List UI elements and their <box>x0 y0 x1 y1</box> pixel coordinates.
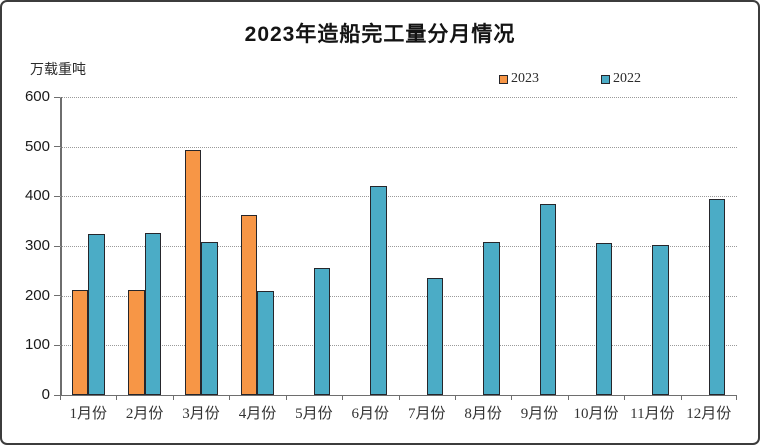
category-label-m6: 6月份 <box>351 406 390 422</box>
category-label-m7: 7月份 <box>407 406 446 422</box>
x-axis-tick-1 <box>116 395 118 400</box>
legend-item-2022: 2022 <box>601 71 641 87</box>
chart-title: 2023年造船完工量分月情况 <box>244 23 516 46</box>
category-label-m5: 5月份 <box>295 406 333 422</box>
category-label-m4: 4月份 <box>238 406 277 422</box>
y-axis-tick-400 <box>54 195 60 197</box>
y-axis-tick-label-0: 0 <box>41 386 50 403</box>
x-axis-tick-3 <box>229 395 231 400</box>
y-axis-tick-label-300: 300 <box>24 237 50 254</box>
bar-2023-m3 <box>184 150 202 395</box>
legend-swatch-2022 <box>601 74 610 84</box>
y-axis-tick-600 <box>54 96 60 98</box>
y-axis-tick-label-500: 500 <box>24 137 50 155</box>
x-axis-tick-6 <box>398 395 400 400</box>
x-axis-tick-2 <box>172 395 174 400</box>
legend-label-2022: 2022 <box>613 71 641 86</box>
legend: 2023 2022 <box>499 71 641 87</box>
bar-2022-m6 <box>370 186 387 395</box>
legend-swatch-2023 <box>499 74 508 84</box>
x-axis-tick-10 <box>624 395 626 400</box>
bar-2022-m5 <box>313 268 331 395</box>
bar-2022-m1 <box>88 233 105 395</box>
category-label-m3: 3月份 <box>182 406 220 422</box>
y-axis-tick-label-100: 100 <box>24 336 50 354</box>
bar-2022-m3 <box>201 242 218 395</box>
category-label-m1: 1月份 <box>69 406 107 422</box>
bar-2022-m9 <box>539 203 557 395</box>
gridline-200 <box>60 295 737 297</box>
gridline-500 <box>60 146 737 148</box>
y-axis-tick-200 <box>54 295 60 297</box>
legend-label-2023: 2023 <box>511 71 539 86</box>
x-axis-tick-11 <box>680 395 682 400</box>
bar-2022-m4 <box>257 290 274 395</box>
y-axis-tick-500 <box>54 146 60 148</box>
x-axis-tick-9 <box>567 395 569 400</box>
x-axis-tick-12 <box>736 395 737 400</box>
bar-2022-m8 <box>483 242 500 395</box>
y-axis-tick-0 <box>54 394 60 396</box>
category-label-m2: 2月份 <box>125 406 164 422</box>
gridline-100 <box>60 345 737 347</box>
y-axis-tick-100 <box>54 344 60 346</box>
legend-item-2023: 2023 <box>499 71 539 87</box>
bar-2022-m2 <box>144 232 162 395</box>
bar-2023-m4 <box>240 215 258 395</box>
bar-2022-m10 <box>595 242 613 395</box>
category-label-m8: 8月份 <box>464 406 502 422</box>
bar-2022-m7 <box>426 278 444 395</box>
bar-2023-m2 <box>128 290 145 395</box>
gridline-300 <box>60 246 737 247</box>
gridline-400 <box>60 196 737 198</box>
bar-2023-m1 <box>71 290 89 395</box>
plot-area: 0 100 200 300 400 500 600 1月份 2月份 3月份 4月份 5月份 6月份 7月份… <box>25 88 737 422</box>
bar-2022-m12 <box>708 198 726 395</box>
y-axis-tick-label-400: 400 <box>24 187 50 205</box>
gridline-600 <box>60 97 737 98</box>
x-axis-tick-0 <box>60 395 61 400</box>
x-axis-tick-8 <box>511 395 513 400</box>
x-axis-tick-5 <box>342 395 344 400</box>
x-axis-tick-4 <box>285 395 287 400</box>
y-axis-unit-label: 万载重吨 <box>30 61 86 77</box>
category-label-m10: 10月份 <box>573 406 619 422</box>
category-label-m9: 9月份 <box>520 406 559 422</box>
category-label-m11: 11月份 <box>630 406 675 422</box>
y-axis-tick-300 <box>54 245 60 247</box>
category-label-m12: 12月份 <box>686 406 732 422</box>
bar-2022-m11 <box>652 244 669 395</box>
y-axis-tick-label-600: 600 <box>24 88 50 105</box>
x-axis-tick-7 <box>454 395 456 400</box>
y-axis-tick-label-200: 200 <box>24 286 50 304</box>
